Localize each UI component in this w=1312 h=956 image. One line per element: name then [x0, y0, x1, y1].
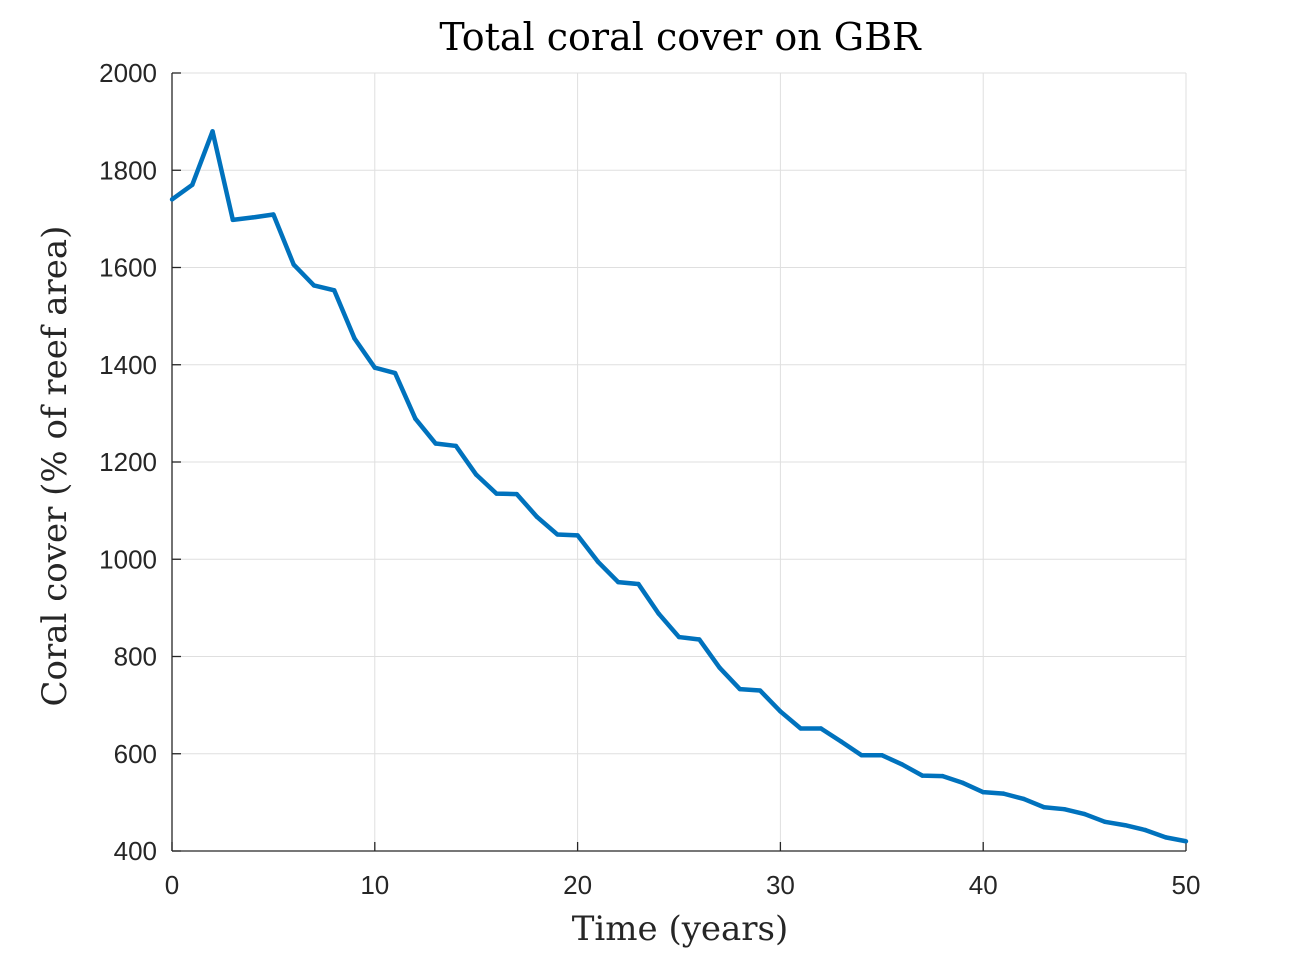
chart-title: Total coral cover on GBR — [439, 15, 922, 59]
data-point — [332, 288, 337, 293]
data-point — [190, 182, 195, 188]
data-point — [250, 215, 256, 220]
data-point — [879, 753, 884, 758]
data-point — [656, 611, 661, 616]
y-tick-label: 800 — [114, 642, 157, 672]
x-tick-label: 20 — [563, 870, 592, 900]
data-point — [230, 217, 236, 223]
data-point — [1143, 827, 1148, 833]
x-tick-label: 30 — [766, 870, 795, 900]
data-point — [474, 472, 479, 477]
series — [169, 129, 1189, 844]
x-tick-label: 40 — [969, 870, 998, 900]
data-point — [1001, 791, 1006, 796]
data-point — [169, 197, 175, 202]
data-point — [352, 336, 357, 341]
axes — [171, 72, 1187, 852]
data-point — [737, 686, 743, 692]
x-tick-label: 0 — [165, 870, 179, 900]
data-point — [514, 491, 519, 497]
y-tick-label: 1400 — [99, 350, 157, 380]
y-tick-label: 600 — [114, 739, 157, 769]
y-tick-label: 1800 — [99, 155, 157, 185]
data-point — [615, 579, 621, 585]
y-tick-label: 400 — [114, 836, 157, 866]
x-tick-label: 50 — [1172, 870, 1201, 900]
y-axis-label: Coral cover (% of reef area) — [35, 226, 75, 707]
data-point — [717, 665, 722, 670]
data-point — [636, 581, 641, 587]
data-point — [981, 789, 986, 795]
y-tick-label: 1000 — [99, 544, 157, 574]
data-point — [1041, 805, 1047, 810]
data-point — [818, 726, 824, 731]
data-point — [392, 370, 398, 376]
data-point — [555, 532, 560, 537]
data-point — [899, 762, 905, 767]
data-point — [1062, 806, 1067, 812]
y-tick-label: 2000 — [99, 58, 157, 88]
data-point — [1102, 819, 1108, 825]
data-point — [372, 365, 377, 370]
data-point — [757, 688, 763, 693]
data-point — [940, 773, 945, 779]
data-point — [271, 212, 276, 217]
data-point — [859, 753, 864, 758]
data-point — [494, 491, 499, 496]
data-point — [839, 739, 844, 744]
data-point — [1082, 811, 1087, 817]
data-point — [534, 514, 540, 520]
data-point — [1122, 823, 1128, 828]
data-point — [1021, 796, 1026, 802]
data-point — [311, 283, 317, 288]
data-point — [1183, 839, 1189, 844]
data-point — [676, 634, 682, 640]
data-point — [697, 637, 702, 642]
x-axis-label: Time (years) — [572, 909, 789, 949]
grid — [171, 72, 1187, 852]
data-point — [413, 416, 418, 421]
y-tick-label: 1600 — [99, 253, 157, 283]
y-tick-label: 1200 — [99, 447, 157, 477]
data-point — [920, 773, 925, 778]
data-point — [453, 443, 459, 449]
x-tick-label: 10 — [360, 870, 389, 900]
data-point — [210, 129, 215, 134]
data-point — [1163, 835, 1168, 840]
data-point — [778, 709, 783, 714]
data-point — [595, 559, 601, 564]
data-point — [575, 533, 580, 538]
data-point — [291, 262, 296, 267]
data-point — [960, 780, 966, 786]
tick-labels: 0 10 20 30 40 50 400 600 800 1000 1200 1400 1600 1800… — [99, 58, 1200, 900]
data-point — [798, 726, 803, 731]
data-point — [433, 441, 438, 446]
